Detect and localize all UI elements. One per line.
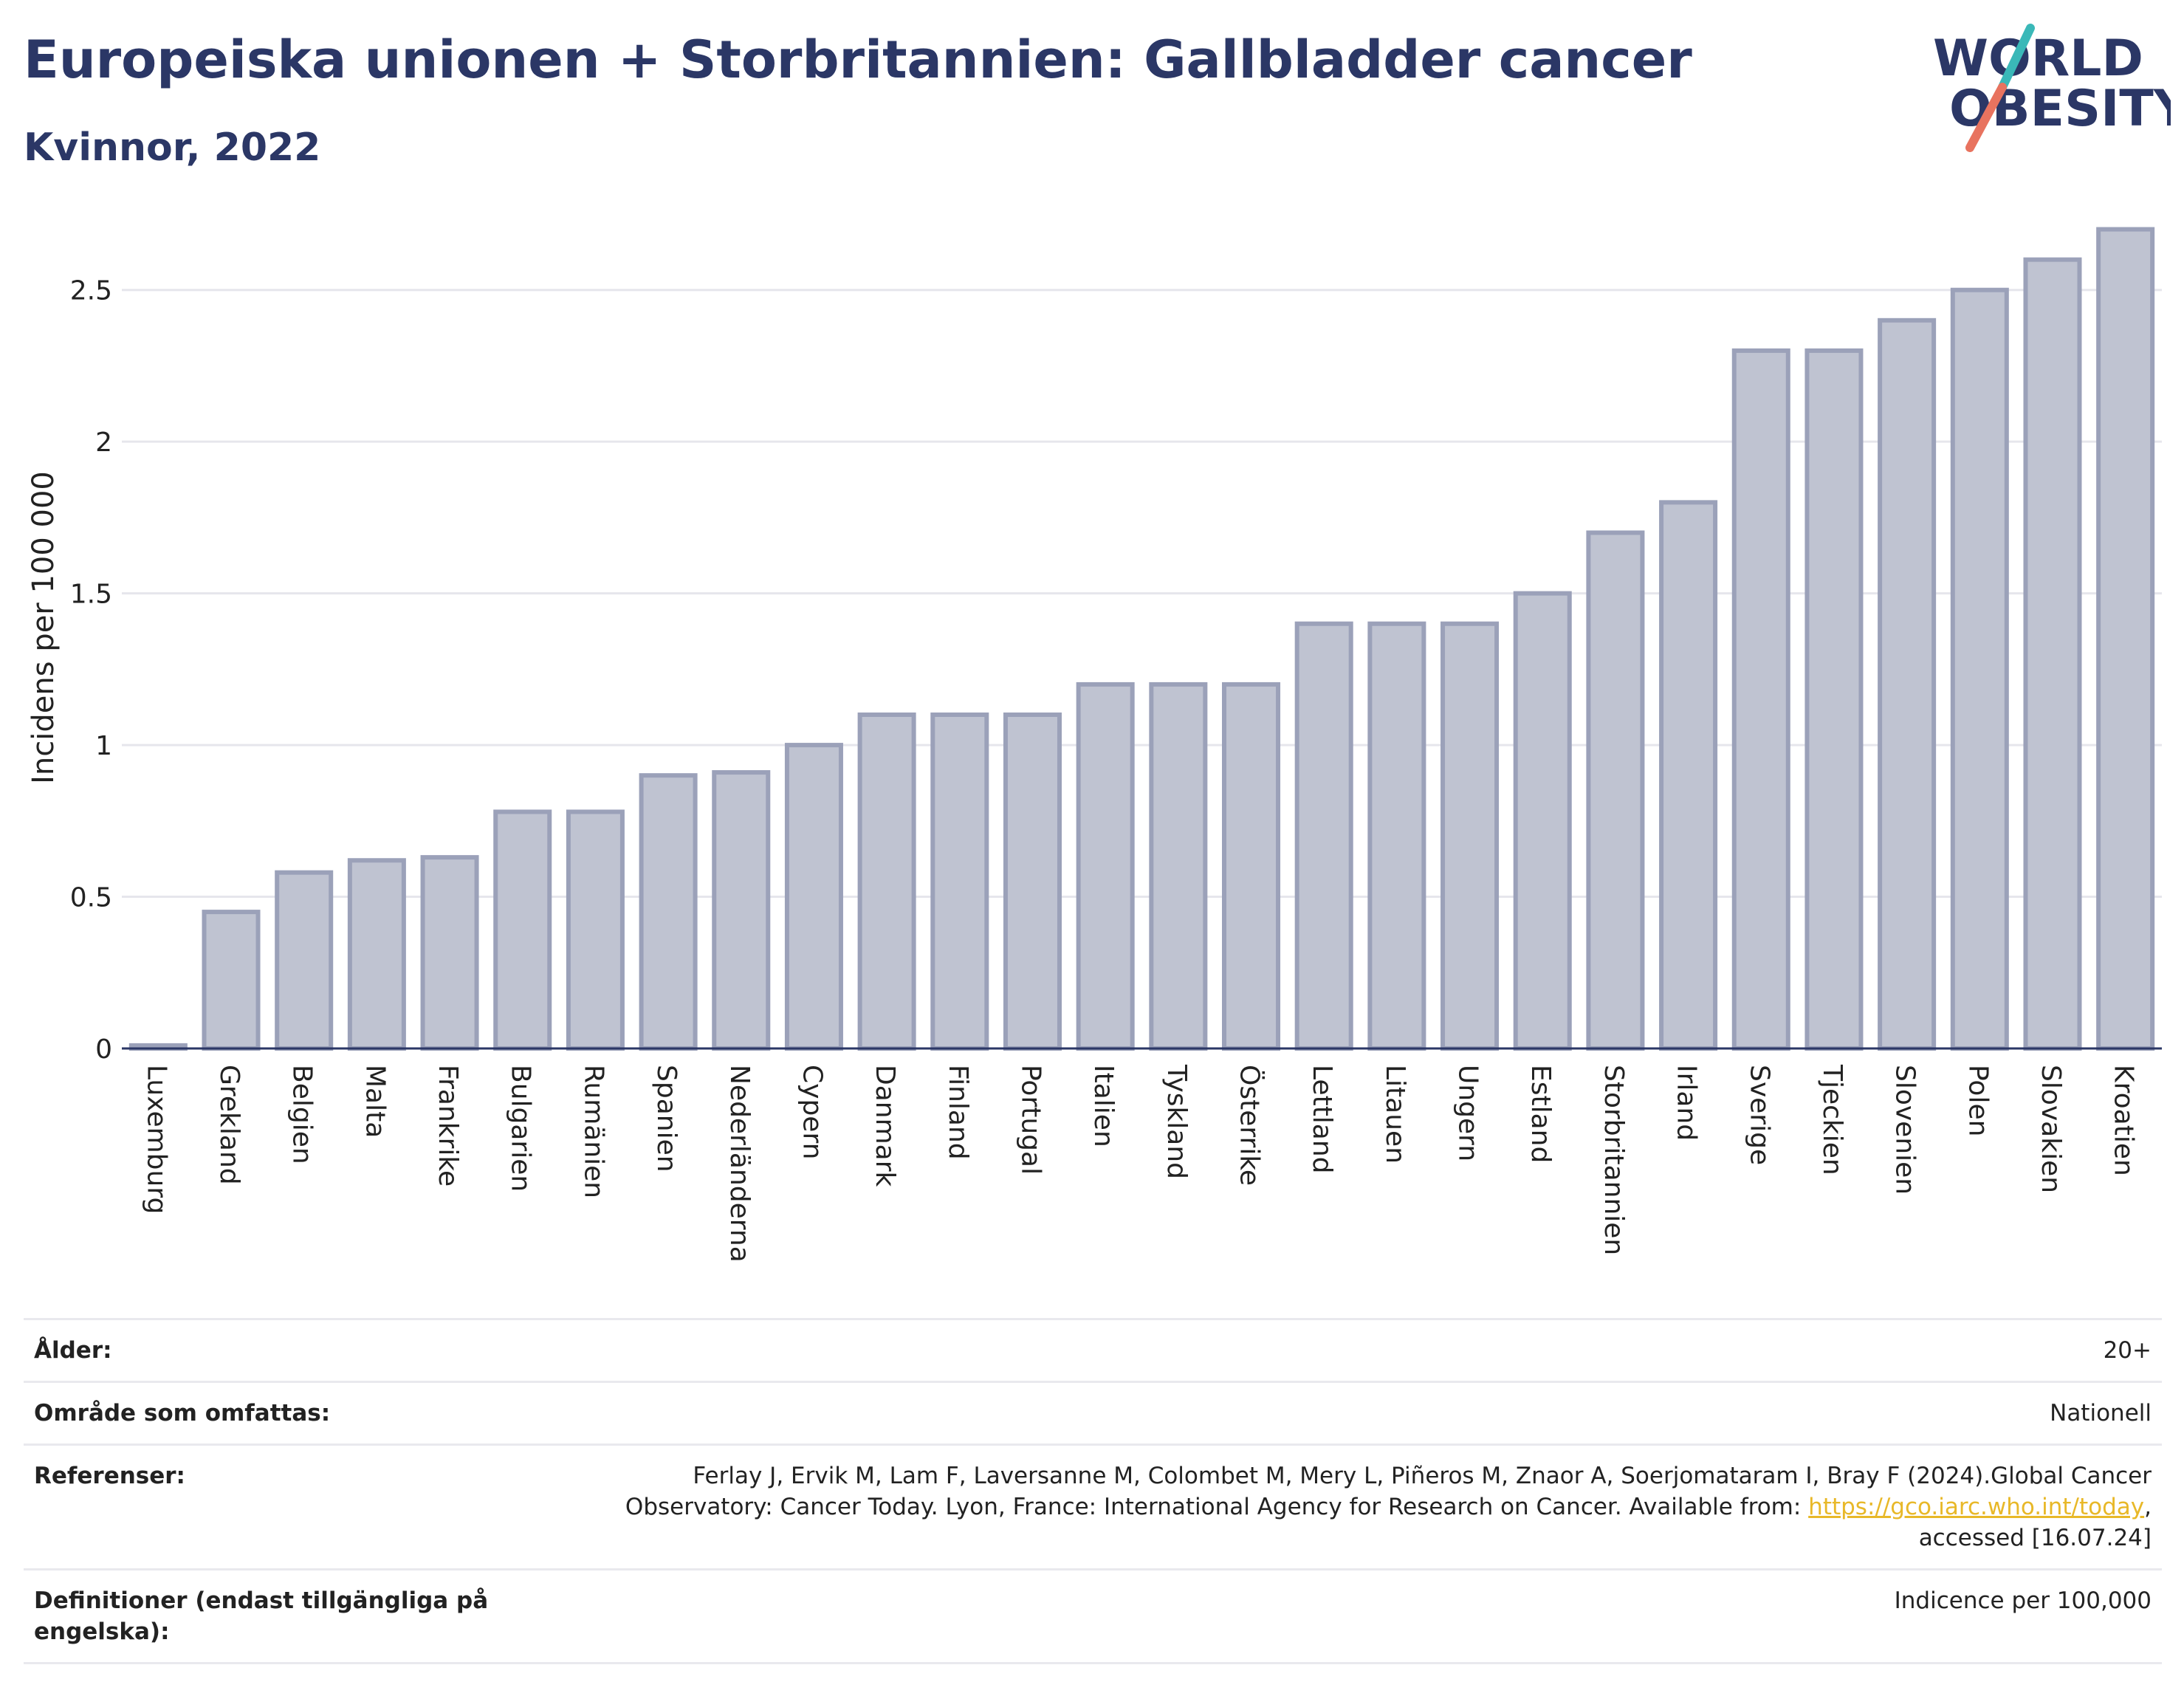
x-tick-label: Grekland: [214, 1065, 244, 1185]
bar: [857, 713, 916, 1051]
x-tick-label: Cypern: [797, 1065, 827, 1159]
bar: [1367, 621, 1426, 1051]
x-tick-label: Finland: [943, 1065, 973, 1160]
bar-chart: 0 0.5 1 1.5 2 2.5 Luxemburg Grekland Belgien Malt…: [27, 227, 2162, 1263]
x-tick-label: Rumänien: [578, 1065, 608, 1198]
x-tick-label: Sverige: [1744, 1065, 1774, 1165]
bar: [1804, 348, 1864, 1051]
axes: 0 0.5 1 1.5 2 2.5 Luxemburg Grekland Belgien Malt…: [70, 276, 2162, 1263]
x-tick-label: Slovenien: [1890, 1065, 1920, 1195]
x-tick-label: Luxemburg: [141, 1065, 171, 1214]
info-table: Ålder: 20+ Område som omfattas: Nationel…: [24, 1318, 2162, 1664]
bar: [1149, 682, 1208, 1051]
bar: [1222, 682, 1281, 1051]
logo-slash-teal: [1998, 24, 2035, 92]
bar: [639, 773, 698, 1051]
references-value: Ferlay J, Ervik M, Lam F, Laversanne M, …: [542, 1460, 2152, 1553]
y-tick-label: 0.5: [70, 883, 112, 913]
world-obesity-logo: WORLD OBESITY: [1933, 24, 2171, 152]
bar: [1586, 530, 1645, 1051]
area-value: Nationell: [2050, 1400, 2152, 1427]
x-tick-label: Lettland: [1307, 1065, 1337, 1174]
bar: [275, 870, 334, 1051]
bar: [1878, 317, 1937, 1051]
x-tick-label: Italien: [1088, 1065, 1119, 1147]
age-label: Ålder:: [34, 1337, 112, 1364]
bar: [930, 713, 989, 1051]
bar: [1659, 500, 1718, 1051]
y-axis-label: Incidens per 100 000: [27, 471, 61, 784]
bar: [1950, 287, 2009, 1051]
x-tick-label: Bulgarien: [506, 1065, 536, 1192]
references-text: Ferlay J, Ervik M, Lam F, Laversanne M, …: [625, 1463, 2152, 1520]
bars: [128, 227, 2155, 1051]
x-tick-label: Belgien: [287, 1065, 317, 1164]
y-tick-label: 1: [95, 731, 112, 761]
bar: [202, 910, 261, 1051]
bar: [1731, 348, 1790, 1051]
x-tick-label: Storbritannien: [1598, 1065, 1629, 1255]
y-tick-label: 2.5: [70, 276, 112, 306]
bar: [1076, 682, 1135, 1051]
bar: [347, 858, 406, 1051]
bar: [1294, 621, 1353, 1051]
bar: [420, 855, 479, 1051]
x-tick-label: Kroatien: [2109, 1065, 2139, 1176]
logo-slash-coral: [1965, 83, 2007, 152]
x-tick-label: Österrike: [1234, 1065, 1266, 1186]
x-tick-label: Estland: [1525, 1065, 1556, 1163]
y-tick-label: 2: [95, 428, 112, 458]
bar: [1003, 713, 1062, 1051]
area-label: Område som omfattas:: [34, 1400, 331, 1427]
x-tick-label: Litauen: [1380, 1065, 1410, 1164]
x-tick-label: Spanien: [651, 1065, 681, 1173]
bar: [493, 809, 552, 1051]
page-title: Europeiska unionen + Storbritannien: Gal…: [24, 30, 1692, 90]
definitions-label: Definitioner (endast tillgängliga på eng…: [34, 1587, 489, 1645]
bar: [566, 809, 625, 1051]
references-link[interactable]: https://gco.iarc.who.int/today: [1808, 1494, 2145, 1520]
info-row-definitions: Definitioner (endast tillgängliga på eng…: [24, 1568, 2162, 1664]
bar: [2023, 257, 2082, 1051]
x-tick-label: Portugal: [1015, 1065, 1045, 1175]
x-tick-label: Tjeckien: [1817, 1064, 1847, 1175]
y-tick-label: 1.5: [70, 580, 112, 610]
x-tick-label: Slovakien: [2036, 1065, 2066, 1193]
y-tick-label: 0: [95, 1034, 112, 1065]
x-tick-label: Tyskland: [1161, 1064, 1192, 1179]
x-tick-label: Irland: [1672, 1065, 1702, 1141]
references-accessed: , accessed [16.07.24]: [1918, 1494, 2152, 1551]
x-tick-label: Malta: [360, 1065, 390, 1138]
bar: [2096, 227, 2155, 1051]
x-tick-label: Danmark: [870, 1065, 900, 1187]
bar: [712, 770, 771, 1051]
page-subtitle: Kvinnor, 2022: [24, 126, 321, 170]
x-tick-label: Nederländerna: [724, 1065, 755, 1263]
age-value: 20+: [2103, 1337, 2152, 1364]
info-row-references: Referenser: Ferlay J, Ervik M, Lam F, La…: [24, 1443, 2162, 1568]
bar: [784, 743, 843, 1051]
bar: [1440, 621, 1500, 1051]
definitions-value: Indicence per 100,000: [1894, 1587, 2152, 1614]
bar: [1513, 591, 1572, 1051]
info-row-area: Område som omfattas: Nationell: [24, 1381, 2162, 1443]
logo-text-world: WORLD: [1933, 30, 2143, 88]
info-row-age: Ålder: 20+: [24, 1318, 2162, 1381]
x-tick-label: Polen: [1962, 1065, 1993, 1136]
x-tick-label: Frankrike: [433, 1065, 463, 1187]
x-tick-label: Ungern: [1453, 1065, 1483, 1161]
references-label: Referenser:: [34, 1463, 185, 1489]
